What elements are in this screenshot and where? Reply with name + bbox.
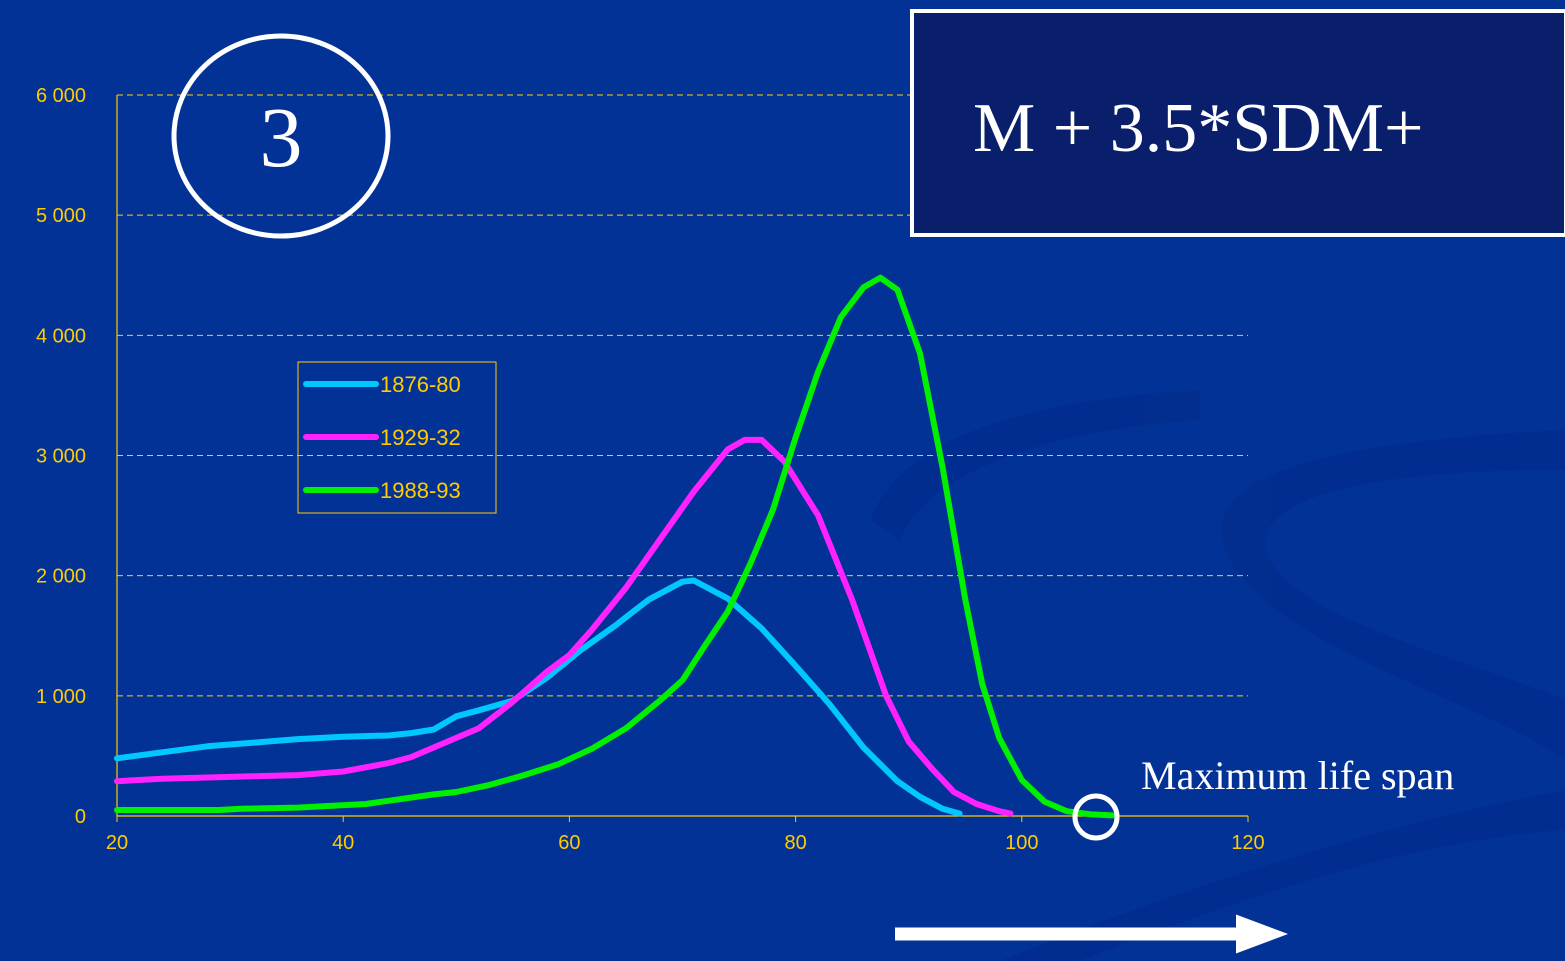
y-tick-label: 0 [75, 806, 86, 828]
number-badge-text: 3 [260, 89, 303, 185]
y-tick-label: 1 000 [36, 686, 86, 708]
legend-label: 1876-80 [380, 372, 461, 397]
legend-label: 1929-32 [380, 425, 461, 450]
y-tick-label: 4 000 [36, 325, 86, 347]
formula-text: M + 3.5*SDM+ [973, 90, 1423, 167]
x-tick-label: 60 [558, 832, 580, 854]
formula-box: M + 3.5*SDM+ [912, 11, 1565, 235]
y-tick-labels: 0 1 000 2 000 3 000 4 000 5 000 6 000 [36, 85, 86, 828]
x-tick-label: 120 [1231, 832, 1264, 854]
x-tick-label: 80 [784, 832, 806, 854]
background-swoosh [870, 390, 1565, 961]
x-tick-label: 100 [1005, 832, 1038, 854]
x-tick-label: 20 [106, 832, 128, 854]
series-line-1988-93 [117, 278, 1112, 816]
y-tick-label: 2 000 [36, 566, 86, 588]
chart-series [117, 278, 1112, 816]
number-badge: 3 [174, 36, 388, 236]
x-tick-label: 40 [332, 832, 354, 854]
y-tick-label: 3 000 [36, 446, 86, 468]
max-life-span-label: Maximum life span [1141, 753, 1454, 798]
legend-label: 1988-93 [380, 478, 461, 503]
y-tick-label: 5 000 [36, 205, 86, 227]
y-tick-label: 6 000 [36, 85, 86, 107]
legend: 1876-80 1929-32 1988-93 [298, 362, 496, 513]
